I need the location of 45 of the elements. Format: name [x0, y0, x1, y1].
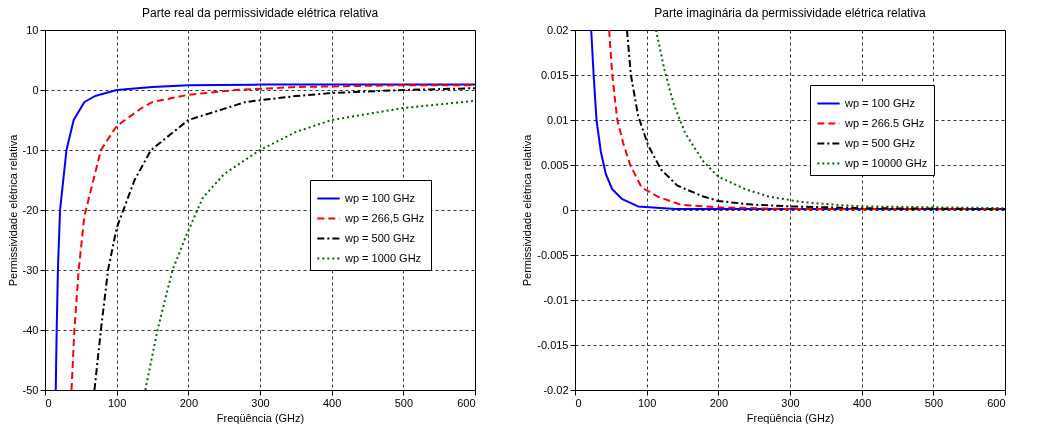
x-tick-label: 0	[45, 396, 52, 409]
y-axis-title: Permissividade elétrica relativa	[6, 133, 19, 287]
line-series	[144, 99, 475, 390]
legend-label: wp = 266.5 GHz	[844, 116, 925, 129]
y-tick-label: -0.005	[537, 248, 569, 261]
y-tick-label: -0.015	[537, 338, 569, 351]
x-tick-label: 100	[637, 396, 657, 409]
legend-label: wp = 266,5 GHz	[344, 211, 425, 224]
x-tick-label: 300	[251, 396, 270, 409]
chart-title: Parte real da permissividade elétrica relativa	[141, 6, 379, 20]
y-tick-label: 0	[562, 203, 569, 216]
legend-label: wp = 1000 GHz	[344, 251, 422, 264]
y-tick-label: -0.01	[543, 293, 569, 306]
y-tick-label: 10	[26, 23, 39, 36]
x-axis-title: Freqüência (GHz)	[216, 411, 305, 424]
legend-label: wp = 500 GHz	[844, 136, 916, 149]
x-tick-label: 500	[924, 396, 944, 409]
x-tick-label: 600	[987, 396, 1006, 409]
y-tick-label: 0	[32, 83, 39, 96]
y-tick-label: 0.02	[547, 23, 569, 36]
y-tick-label: -10	[22, 143, 39, 156]
y-tick-label: -20	[22, 203, 39, 216]
x-axis-title: Freqüência (GHz)	[746, 411, 835, 424]
y-tick-label: -0.02	[543, 383, 569, 396]
x-tick-label: 0	[575, 396, 582, 409]
y-axis-title: Permissividade elétrica relativa	[521, 133, 534, 287]
y-tick-label: 0.005	[540, 158, 569, 171]
legend-label: wp = 500 GHz	[344, 231, 416, 244]
y-tick-label: 0.01	[547, 113, 569, 126]
y-tick-label: 0.015	[540, 68, 569, 81]
x-tick-label: 400	[322, 396, 342, 409]
legend-label: wp = 100 GHz	[844, 96, 916, 109]
x-tick-label: 200	[709, 396, 729, 409]
legend-label: wp = 10000 GHz	[844, 156, 928, 169]
x-tick-label: 100	[107, 396, 127, 409]
y-tick-label: -30	[22, 263, 39, 276]
x-tick-label: 400	[852, 396, 872, 409]
x-tick-label: 200	[179, 396, 199, 409]
x-tick-label: 600	[457, 396, 476, 409]
x-tick-label: 300	[781, 396, 800, 409]
y-tick-label: -40	[22, 323, 39, 336]
chart-title: Parte imaginária da permissividade elétrica relativa	[654, 6, 927, 20]
legend-label: wp = 100 GHz	[344, 191, 416, 204]
x-tick-label: 500	[394, 396, 414, 409]
y-tick-label: -50	[22, 383, 39, 396]
